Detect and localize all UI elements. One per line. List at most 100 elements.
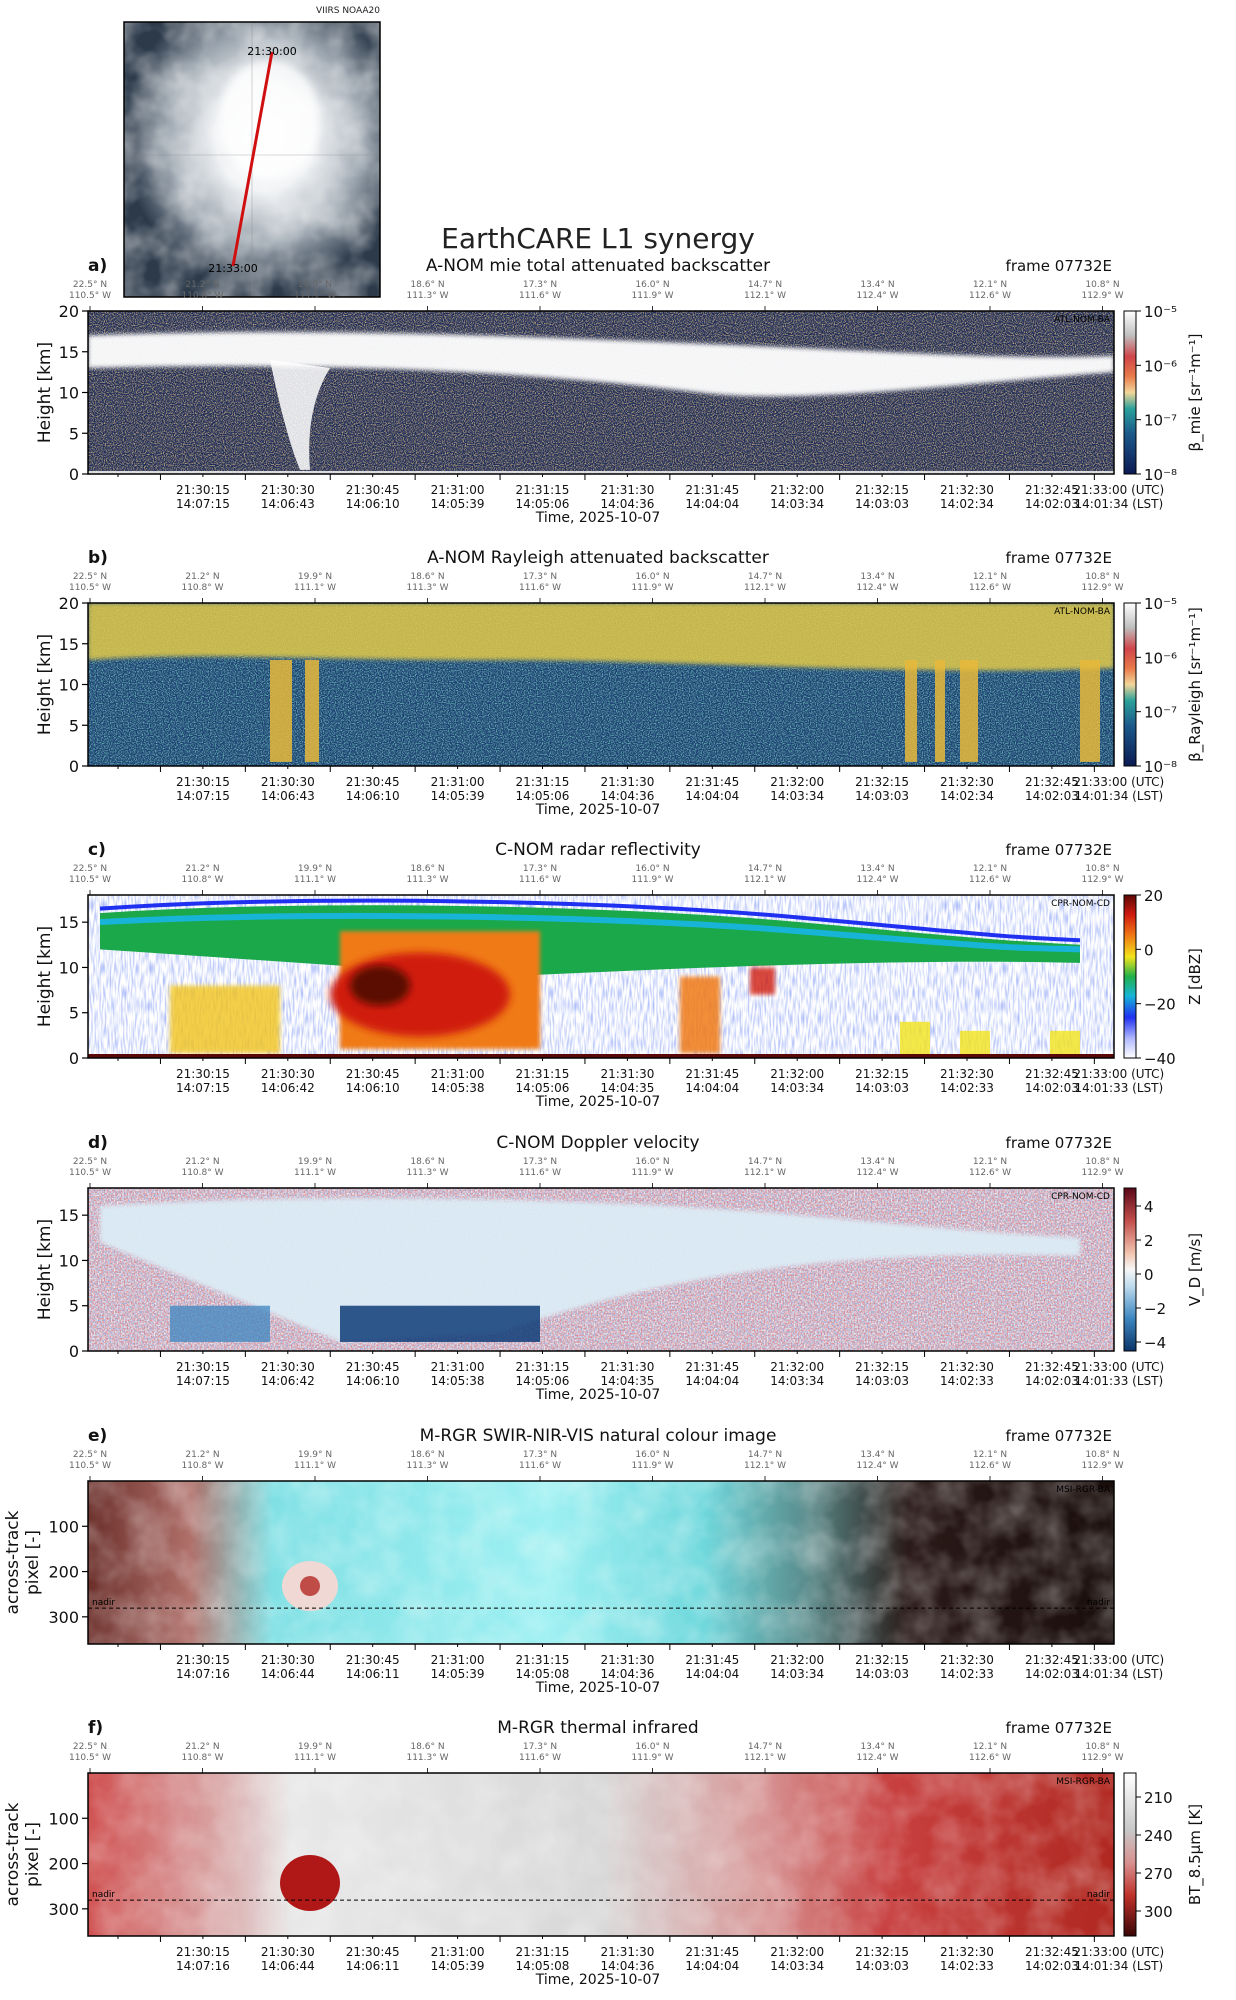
coord-lat-label: 16.0° N — [635, 864, 669, 874]
x-axis-label: Time, 2025-10-07 — [535, 1972, 661, 1988]
nadir-label-right: nadir — [1087, 1598, 1110, 1608]
coord-lat-label: 22.5° N — [73, 1157, 107, 1167]
coord-lat-label: 12.1° N — [973, 1157, 1007, 1167]
coord-lat-label: 16.0° N — [635, 572, 669, 582]
coord-lat-label: 22.5° N — [73, 280, 107, 290]
colorbar-tick-label: 10⁻⁶ — [1144, 357, 1177, 375]
coord-lat-label: 19.9° N — [298, 572, 332, 582]
ytick-label: 5 — [69, 716, 79, 735]
coord-lon-label: 111.3° W — [406, 1168, 448, 1178]
coord-lat-label: 19.9° N — [298, 1450, 332, 1460]
utc-tick-label: 21:30:15 — [176, 483, 230, 497]
lst-tick-label: 14:07:15 — [176, 789, 230, 803]
product-label: ATL-NOM-BA — [1054, 607, 1111, 617]
utc-tick-label: 21:31:00 — [431, 1067, 485, 1081]
utc-tick-label: 21:32:30 — [940, 1653, 994, 1667]
lst-tick-label: 14:03:34 — [770, 497, 824, 511]
lst-tick-label: 14:01:33 (LST) — [1074, 1374, 1163, 1388]
utc-tick-label: 21:30:15 — [176, 1360, 230, 1374]
lst-tick-label: 14:05:06 — [516, 789, 570, 803]
utc-tick-label: 21:33:00 (UTC) — [1073, 1653, 1164, 1667]
utc-tick-label: 21:33:00 (UTC) — [1073, 1360, 1164, 1374]
lst-tick-label: 14:07:15 — [176, 1081, 230, 1095]
ytick-label: 10 — [59, 384, 79, 403]
ytick-label: 10 — [59, 676, 79, 695]
coord-lon-label: 111.9° W — [631, 1753, 673, 1763]
colorbar-tick-label: 10⁻⁵ — [1144, 303, 1177, 321]
x-axis-label: Time, 2025-10-07 — [535, 1387, 661, 1403]
satellite-map-inset: VIIRS NOAA20 21:30:00 21:33:00 — [123, 6, 381, 298]
product-label: ATL-NOM-BA — [1054, 315, 1111, 325]
lst-tick-label: 14:02:03 — [1025, 1667, 1079, 1681]
utc-tick-label: 21:32:45 — [1025, 1945, 1079, 1959]
heatmap-f — [88, 1773, 1114, 1936]
lst-tick-label: 14:02:33 — [940, 1959, 994, 1973]
coord-lon-label: 112.4° W — [856, 1461, 898, 1471]
coord-lat-label: 21.2° N — [185, 1157, 219, 1167]
ytick-label: 0 — [69, 1049, 79, 1068]
overpass-track — [231, 51, 274, 267]
coord-lat-label: 10.8° N — [1085, 1742, 1119, 1752]
colorbar-tick-label: 0 — [1144, 941, 1154, 959]
ytick-label: 20 — [59, 302, 79, 321]
ytick-label: 20 — [59, 594, 79, 613]
ytick-label: 5 — [69, 1297, 79, 1316]
ytick-label: 200 — [48, 1563, 79, 1582]
utc-tick-label: 21:31:30 — [600, 1945, 654, 1959]
colorbar — [1123, 894, 1137, 1059]
utc-tick-label: 21:31:00 — [431, 1945, 485, 1959]
coord-lon-label: 112.6° W — [969, 1461, 1011, 1471]
coord-lat-label: 19.9° N — [298, 864, 332, 874]
utc-tick-label: 21:32:45 — [1025, 1653, 1079, 1667]
colorbar — [1123, 310, 1137, 475]
utc-tick-label: 21:32:00 — [770, 775, 824, 789]
lst-tick-label: 14:07:15 — [176, 1374, 230, 1388]
utc-tick-label: 21:33:00 (UTC) — [1073, 483, 1164, 497]
panel-d: d) C-NOM Doppler velocity frame 07732E 22.5… — [35, 1133, 1205, 1403]
coord-lat-label: 16.0° N — [635, 1450, 669, 1460]
lst-tick-label: 14:05:39 — [431, 1667, 485, 1681]
coord-lat-label: 10.8° N — [1085, 1450, 1119, 1460]
lst-tick-label: 14:03:34 — [770, 1374, 824, 1388]
utc-tick-label: 21:30:45 — [346, 775, 400, 789]
lst-tick-label: 14:05:06 — [516, 497, 570, 511]
utc-tick-label: 21:32:30 — [940, 775, 994, 789]
lst-tick-label: 14:02:03 — [1025, 1374, 1079, 1388]
coord-lat-label: 18.6° N — [410, 1742, 444, 1752]
coord-lon-label: 112.4° W — [856, 1753, 898, 1763]
utc-tick-label: 21:32:30 — [940, 1067, 994, 1081]
nadir-label-left: nadir — [92, 1598, 115, 1608]
coord-lat-label: 12.1° N — [973, 280, 1007, 290]
lst-tick-label: 14:06:44 — [261, 1959, 315, 1973]
y-axis-label: pixel [-] — [23, 1530, 43, 1595]
utc-tick-label: 21:33:00 (UTC) — [1073, 775, 1164, 789]
x-axis-label: Time, 2025-10-07 — [535, 802, 661, 818]
ytick-label: 5 — [69, 424, 79, 443]
frame-label: frame 07732E — [1006, 1719, 1112, 1737]
coord-lon-label: 110.5° W — [69, 1168, 111, 1178]
coord-lat-label: 21.2° N — [185, 572, 219, 582]
y-axis-label: across-track — [3, 1510, 23, 1614]
coord-lat-label: 17.3° N — [523, 280, 557, 290]
coord-lon-label: 111.6° W — [519, 875, 561, 885]
coord-lon-label: 111.1° W — [294, 875, 336, 885]
colorbar-tick-label: −40 — [1144, 1050, 1176, 1068]
coord-lon-label: 112.9° W — [1081, 291, 1123, 301]
coord-lon-label: 110.5° W — [69, 291, 111, 301]
nadir-label-left: nadir — [92, 1890, 115, 1900]
colorbar-tick-label: 270 — [1144, 1865, 1173, 1883]
coord-lon-label: 112.6° W — [969, 875, 1011, 885]
coord-lat-label: 16.0° N — [635, 280, 669, 290]
colorbar-tick-label: −20 — [1144, 996, 1176, 1014]
utc-tick-label: 21:32:15 — [855, 1945, 909, 1959]
coord-lon-label: 112.6° W — [969, 291, 1011, 301]
colorbar — [1123, 1187, 1137, 1352]
coord-lon-label: 111.9° W — [631, 583, 673, 593]
lst-tick-label: 14:04:04 — [685, 1959, 739, 1973]
colorbar-tick-label: 10⁻⁸ — [1144, 466, 1177, 484]
ytick-label: 100 — [48, 1809, 79, 1828]
coord-lon-label: 111.6° W — [519, 1753, 561, 1763]
plot-frame — [87, 1187, 1115, 1352]
map-source-label: VIIRS NOAA20 — [316, 6, 380, 16]
